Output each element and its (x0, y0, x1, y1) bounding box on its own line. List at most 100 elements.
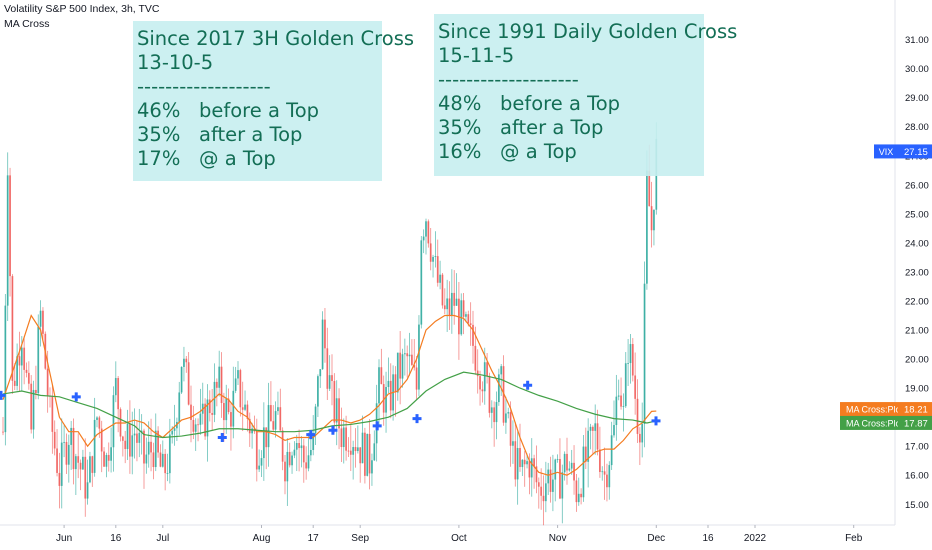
candle (436, 256, 439, 283)
candle (420, 240, 423, 325)
candle (136, 433, 138, 443)
series-value: 17.87 (904, 418, 928, 429)
candle (488, 375, 491, 413)
x-tick-label: Dec (647, 533, 665, 544)
candle (563, 453, 566, 473)
y-tick-label: 19.00 (905, 384, 929, 395)
candle (340, 428, 343, 448)
candle (638, 433, 641, 443)
stat-label: after a Top (500, 116, 604, 139)
candle (554, 459, 557, 480)
candle (425, 221, 427, 237)
ma-line (2, 314, 657, 476)
candle (302, 445, 305, 463)
candle (218, 366, 221, 388)
candle (307, 455, 310, 469)
candle (507, 412, 510, 414)
x-tick-label: 2022 (744, 533, 767, 544)
candle (13, 380, 16, 386)
candle (476, 370, 479, 377)
candle (164, 453, 167, 474)
candle (152, 452, 155, 468)
candle (185, 358, 188, 363)
candle (133, 433, 136, 436)
candle (267, 405, 270, 448)
x-tick-label: Sep (351, 533, 369, 544)
candle (314, 406, 317, 434)
candle (631, 344, 634, 376)
candle (418, 324, 420, 390)
candle (453, 292, 456, 306)
ma-line (2, 371, 657, 439)
candle (317, 376, 319, 407)
candle (559, 458, 561, 499)
candle (537, 482, 540, 487)
candle (587, 430, 590, 462)
candle (173, 428, 176, 431)
candle (145, 454, 148, 464)
candle (121, 436, 124, 441)
series-name: MA Cross:Plot (846, 418, 904, 428)
candle (615, 396, 618, 426)
candle (345, 427, 347, 451)
candle (356, 447, 359, 452)
series-name-tag (840, 415, 898, 430)
cross-marker (651, 416, 661, 426)
candle (584, 446, 587, 462)
y-tick-label: 22.00 (905, 296, 929, 307)
candle (46, 368, 49, 396)
candle (516, 447, 519, 480)
candle (277, 407, 279, 412)
candle (371, 460, 373, 474)
candle (93, 419, 96, 473)
candle (56, 448, 58, 473)
candle (535, 466, 538, 483)
candle (84, 456, 87, 499)
candle (251, 428, 253, 434)
stat-label: before a Top (199, 99, 320, 122)
x-tick-label: Jul (156, 533, 169, 544)
candle (129, 423, 131, 457)
candle (389, 380, 392, 411)
x-tick-label: 16 (110, 533, 122, 544)
y-tick-label: 26.00 (905, 180, 929, 191)
candle (570, 462, 573, 469)
candle (552, 479, 554, 492)
candle (234, 378, 237, 391)
candle (446, 298, 449, 310)
candle (467, 314, 470, 324)
candle (37, 326, 40, 394)
candle (143, 430, 145, 464)
candle (387, 380, 390, 387)
candle (67, 444, 70, 465)
candle (192, 419, 195, 432)
candle (641, 423, 644, 443)
cross-marker (523, 380, 533, 390)
annotation-divider: ------------------- (137, 75, 271, 98)
candle (500, 366, 503, 375)
candle (361, 432, 364, 464)
candle (18, 356, 21, 366)
candle (74, 456, 77, 470)
candle (279, 407, 282, 431)
candle (16, 356, 18, 386)
stat-percent: 46% (137, 99, 181, 122)
stat-percent: 48% (438, 92, 482, 115)
candle (89, 456, 91, 483)
candle (326, 348, 329, 389)
candle (601, 471, 604, 473)
candle (272, 421, 275, 430)
candle (190, 404, 192, 420)
candle (441, 274, 444, 306)
annotation-stat: 35% after a Top (137, 123, 382, 147)
candle (561, 472, 564, 499)
candle (255, 431, 258, 470)
candle (70, 427, 73, 445)
candle (51, 396, 54, 432)
candle (608, 465, 611, 488)
candle (634, 375, 637, 399)
indicator-label[interactable]: MA Cross (4, 18, 50, 30)
candle (150, 441, 152, 453)
candle (154, 430, 157, 468)
